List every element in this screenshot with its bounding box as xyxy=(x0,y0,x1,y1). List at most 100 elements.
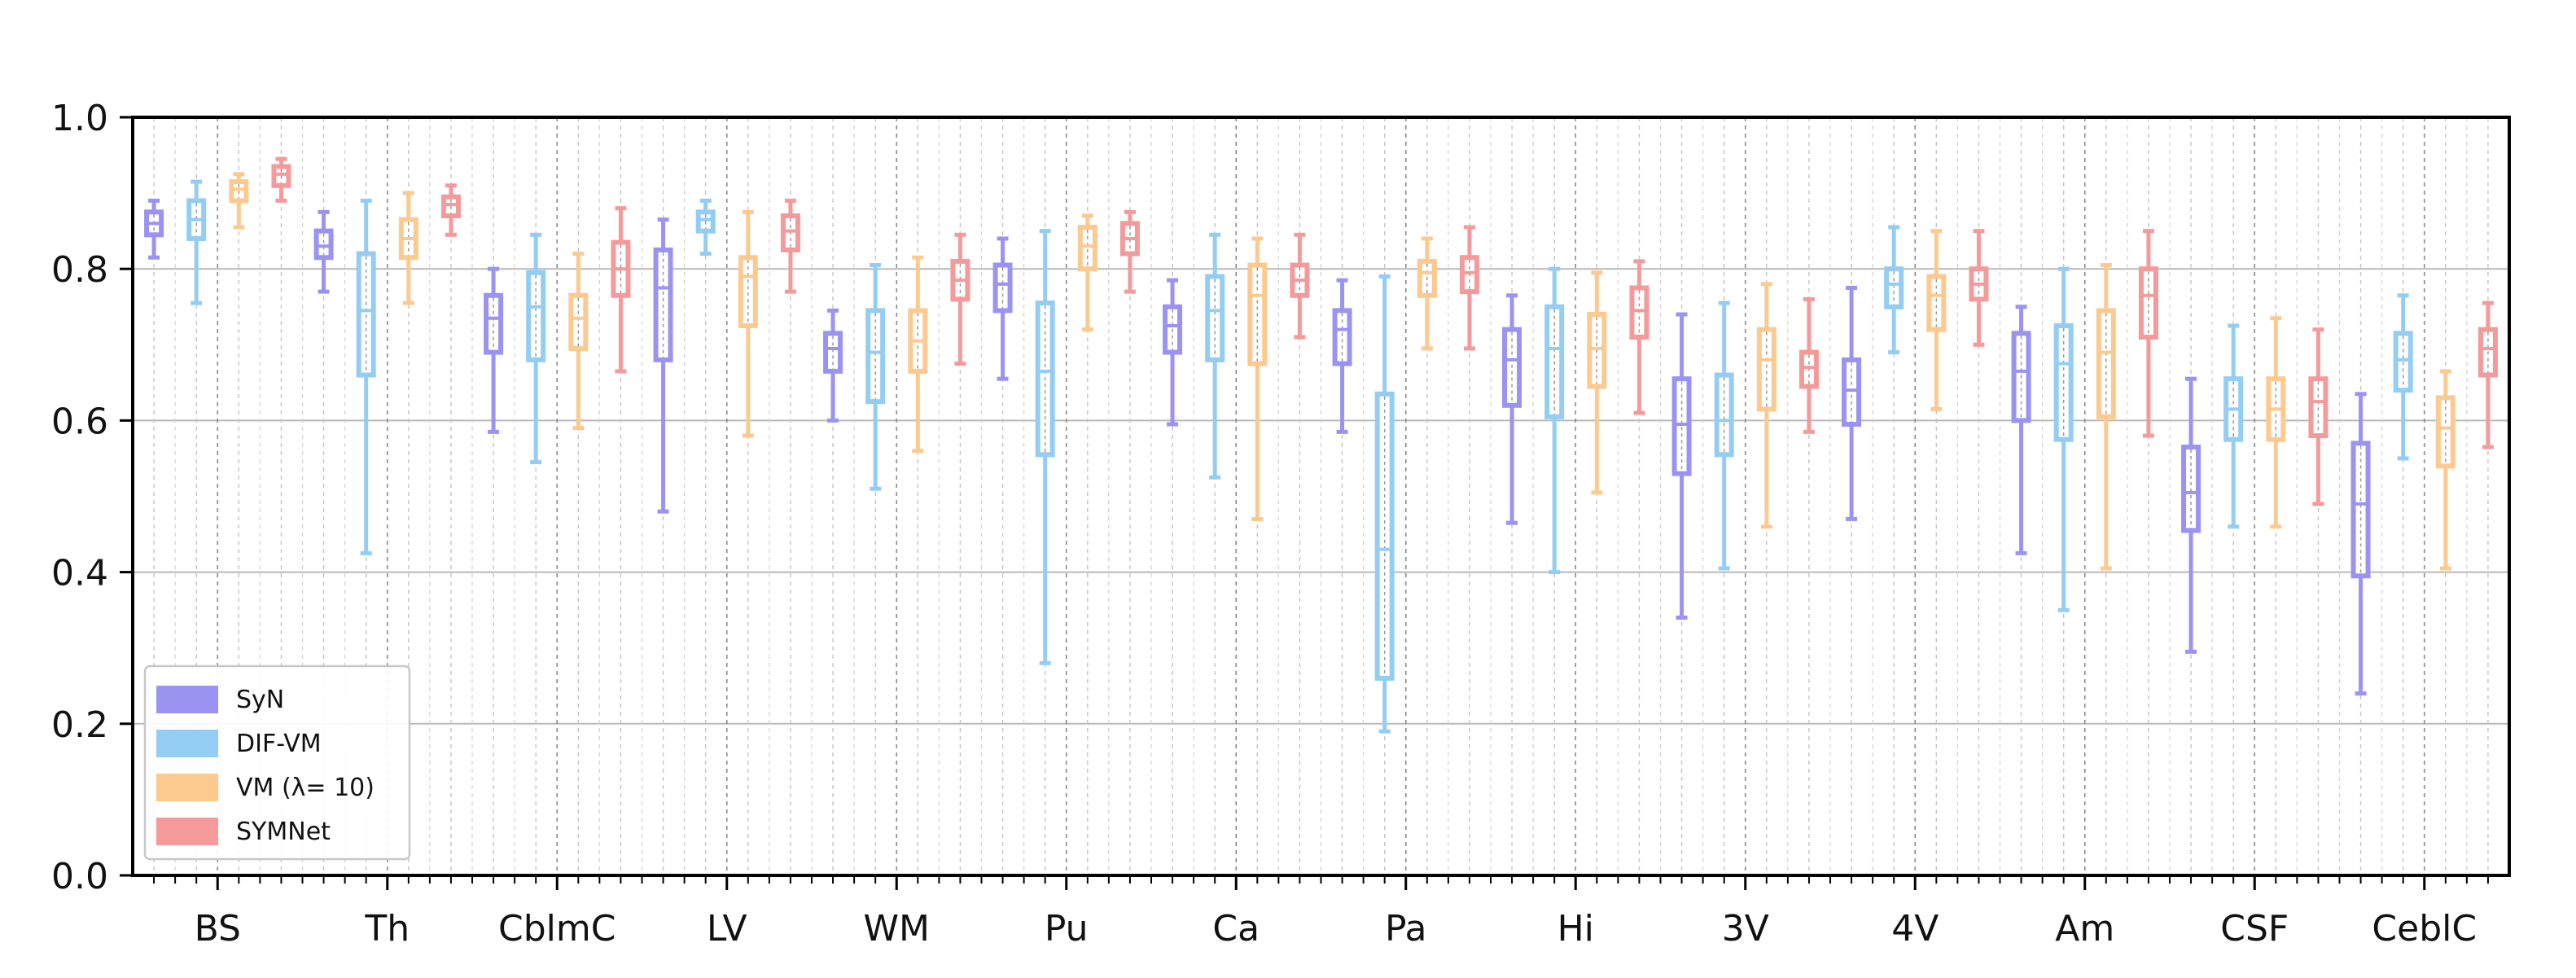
x-tick-label: 3V xyxy=(1722,908,1769,949)
box-vm-10--pa xyxy=(1417,236,1437,351)
box-dif-vm-lv xyxy=(695,198,716,257)
box-syn-bs xyxy=(144,198,164,260)
box-vm-10--3v xyxy=(1756,282,1776,529)
legend-label: VM (λ= 10) xyxy=(236,774,375,802)
legend-swatch xyxy=(156,774,218,801)
box-iqr xyxy=(356,251,376,378)
box-iqr xyxy=(1756,327,1776,412)
x-tick-label: Pa xyxy=(1385,908,1427,949)
box-vm-10--wm xyxy=(908,255,928,454)
x-tick-label: 4V xyxy=(1891,908,1939,949)
box-vm-10--bs xyxy=(229,172,249,230)
box-iqr xyxy=(2096,308,2116,419)
box-symnet-cblmc xyxy=(611,206,631,374)
box-syn-ca xyxy=(1163,278,1183,427)
x-tick-label: Pu xyxy=(1045,908,1089,949)
legend-label: SYMNet xyxy=(236,818,331,846)
x-tick-label: Th xyxy=(364,908,410,949)
box-syn-csf xyxy=(2181,376,2201,654)
box-symnet-4v xyxy=(1969,229,1989,347)
x-tick-label: Hi xyxy=(1557,908,1594,949)
legend-label: DIF-VM xyxy=(236,730,322,758)
box-dif-vm-am xyxy=(2053,266,2074,612)
box-dif-vm-csf xyxy=(2223,323,2244,529)
box-dif-vm-3v xyxy=(1714,300,1734,571)
x-tick-label: WM xyxy=(864,908,930,949)
x-tick-label: Ca xyxy=(1212,908,1260,949)
box-plots xyxy=(144,156,2498,734)
x-tick-label: BS xyxy=(195,908,241,949)
legend-label: SyN xyxy=(236,686,284,714)
box-dif-vm-cblmc xyxy=(526,232,546,465)
box-vm-10--ca xyxy=(1247,236,1268,521)
box-symnet-ceblc xyxy=(2477,300,2498,450)
box-iqr xyxy=(313,228,334,261)
legend-swatch xyxy=(156,686,218,713)
legend: SyN DIF-VM VM (λ= 10) SYMNet xyxy=(143,664,411,861)
box-symnet-ca xyxy=(1290,232,1310,340)
box-vm-10--lv xyxy=(738,209,758,438)
box-dif-vm-wm xyxy=(865,263,886,491)
box-symnet-hi xyxy=(1629,259,1649,415)
box-iqr xyxy=(1884,266,1904,309)
box-vm-10--hi xyxy=(1587,270,1607,495)
box-iqr xyxy=(2435,395,2456,469)
box-iqr xyxy=(1842,357,1862,428)
box-dif-vm-pu xyxy=(1035,229,1055,665)
box-symnet-am xyxy=(2138,229,2158,438)
y-tick-label: 0.0 xyxy=(51,856,108,897)
box-iqr xyxy=(1714,372,1734,458)
box-dif-vm-th xyxy=(356,198,376,555)
box-symnet-pu xyxy=(1119,209,1140,294)
box-iqr xyxy=(738,255,758,329)
box-syn-cblmc xyxy=(484,266,504,434)
box-iqr xyxy=(1077,224,1097,272)
legend-swatch xyxy=(156,818,218,845)
x-tick-label: CeblC xyxy=(2372,908,2477,949)
x-tick-label: LV xyxy=(707,908,747,949)
box-syn-ceblc xyxy=(2350,392,2371,696)
box-syn-th xyxy=(313,209,334,294)
box-syn-hi xyxy=(1502,293,1522,525)
legend-swatch xyxy=(156,730,218,757)
box-symnet-th xyxy=(440,183,461,237)
box-symnet-lv xyxy=(780,198,800,294)
box-vm-10--am xyxy=(2096,263,2116,571)
box-dif-vm-ca xyxy=(1205,232,1225,480)
box-iqr xyxy=(865,308,886,405)
box-iqr xyxy=(1332,308,1352,366)
y-tick-label: 0.6 xyxy=(51,401,108,442)
box-syn-pu xyxy=(992,236,1013,381)
box-dif-vm-ceblc xyxy=(2393,293,2413,461)
y-tick-label: 0.8 xyxy=(51,249,108,291)
box-iqr xyxy=(2308,376,2328,439)
grid-lines xyxy=(133,117,2509,875)
box-iqr xyxy=(2138,266,2158,340)
box-dif-vm-4v xyxy=(1884,225,1904,355)
box-dif-vm-bs xyxy=(186,179,207,305)
box-vm-10--cblmc xyxy=(568,252,589,431)
box-syn-pa xyxy=(1332,278,1352,434)
box-dif-vm-pa xyxy=(1374,274,1395,734)
box-symnet-wm xyxy=(950,232,970,366)
y-tick-label: 1.0 xyxy=(51,98,108,139)
box-iqr xyxy=(2393,331,2413,393)
box-symnet-pa xyxy=(1459,225,1479,351)
box-vm-10--ceblc xyxy=(2435,369,2456,571)
axes: 0.0 0.2 0.4 0.6 0.8 1.0 BS Th CblmC LV WM Pu Ca Pa Hi 3… xyxy=(51,98,2489,949)
box-syn-wm xyxy=(823,308,843,423)
x-tick-label: Am xyxy=(2055,908,2114,949)
box-symnet-csf xyxy=(2308,327,2328,507)
box-iqr xyxy=(2350,441,2371,579)
y-tick-label: 0.2 xyxy=(51,704,108,746)
box-syn-3v xyxy=(1671,312,1692,620)
box-iqr xyxy=(1671,376,1692,476)
x-tick-label: CSF xyxy=(2220,908,2289,949)
box-vm-10--th xyxy=(398,191,418,305)
box-vm-10--csf xyxy=(2266,316,2286,529)
box-syn-4v xyxy=(1842,285,1862,521)
box-vm-10--pu xyxy=(1077,213,1097,332)
box-iqr xyxy=(568,292,589,351)
box-dif-vm-hi xyxy=(1544,266,1565,575)
